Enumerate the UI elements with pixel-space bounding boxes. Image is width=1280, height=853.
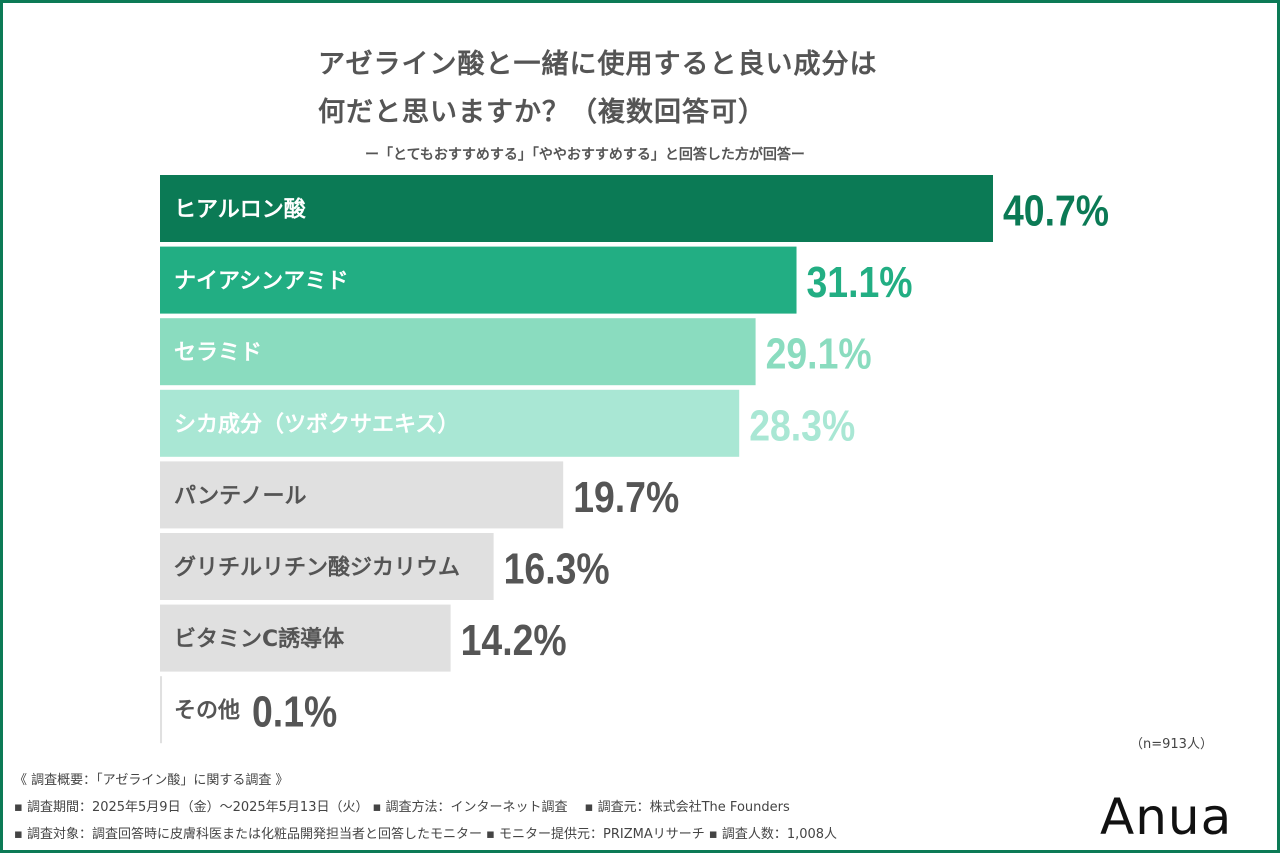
- bar-4: [160, 461, 564, 529]
- bar-7: [160, 676, 163, 744]
- chart-subtitle: ー「とてもおすすめする」「ややおすすめする」と回答した方が回答ー: [365, 147, 805, 163]
- bar-2: [160, 318, 756, 386]
- value-label: 29.1%: [766, 329, 872, 379]
- category-label: パンテノール: [174, 484, 306, 509]
- chart-title-line1: アゼライン酸と一緒に使用すると良い成分は: [318, 49, 878, 80]
- category-label: その他: [174, 699, 240, 724]
- category-label: ナイアシンアミド: [174, 269, 349, 294]
- value-label: 14.2%: [461, 615, 567, 665]
- bar-1: [160, 246, 797, 314]
- bar-5: [160, 533, 494, 600]
- bar-chart: ヒアルロン酸 40.7% ナイアシンアミド 31.1% セラミド 29.1% シカ成分（ツボ…: [160, 175, 1109, 744]
- footer-survey-period: ▪ 調査期間：2025年5月9日（金）〜2025年5月13日（火） ▪ 調査方法…: [14, 800, 790, 815]
- category-label: シカ成分（ツボクサエキス）: [174, 412, 459, 437]
- sample-size: （n=913人）: [1130, 737, 1213, 752]
- bar-6: [160, 604, 451, 672]
- category-label: セラミド: [174, 341, 262, 366]
- value-label: 28.3%: [749, 400, 855, 450]
- category-label: グリチルリチン酸ジカリウム: [174, 555, 460, 581]
- chart-title-line2: 何だと思いますか？（複数回答可）: [318, 97, 766, 128]
- footer-survey-summary: 《 調査概要：「アゼライン酸」に関する調査 》: [14, 773, 289, 788]
- category-label: ビタミンC誘導体: [174, 626, 345, 652]
- value-label: 16.3%: [504, 544, 610, 594]
- value-label: 31.1%: [807, 257, 913, 307]
- bar-0: [160, 175, 993, 242]
- brand-logo: Anua: [1100, 788, 1233, 846]
- value-label: 40.7%: [1003, 186, 1109, 236]
- value-label: 19.7%: [573, 472, 679, 522]
- footer-survey-target: ▪ 調査対象：調査回答時に皮膚科医または化粧品開発担当者と回答したモニター ▪ …: [14, 827, 838, 842]
- category-label: ヒアルロン酸: [174, 198, 307, 223]
- value-label: 0.1%: [252, 687, 337, 737]
- bar-3: [160, 389, 740, 457]
